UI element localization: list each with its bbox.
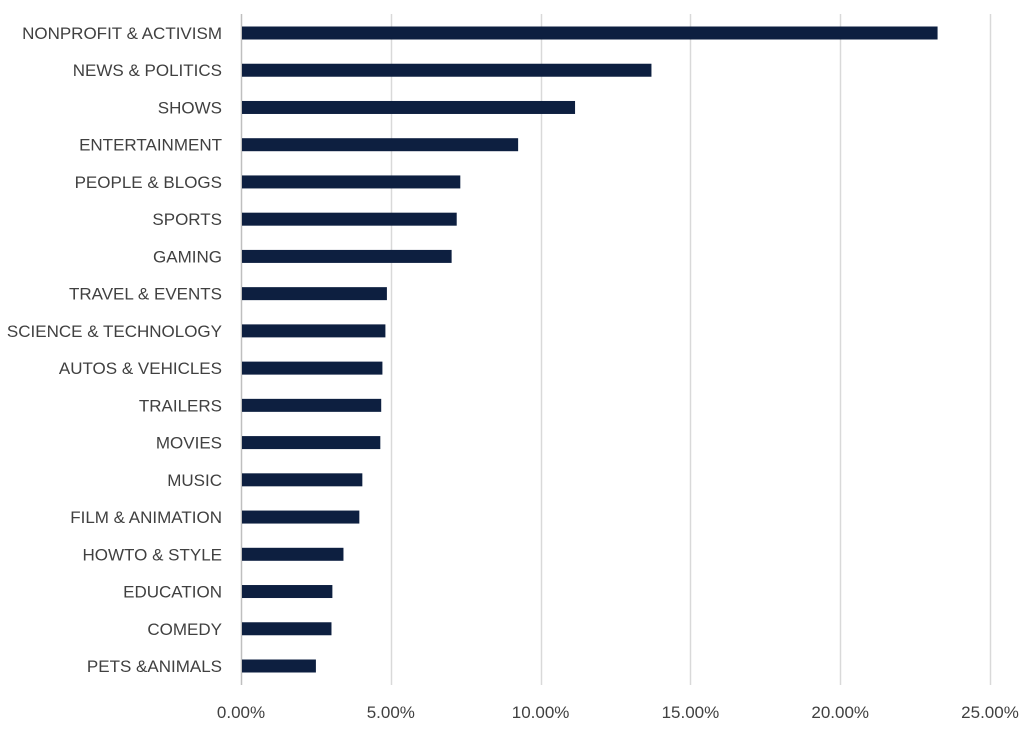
bars [242,26,938,673]
bar [242,547,344,561]
category-label: TRAVEL & EVENTS [69,285,222,304]
x-tick-label: 25.00% [961,703,1019,722]
grid-lines [240,14,992,685]
category-label: COMEDY [147,620,222,639]
bar [242,398,382,412]
bar [242,63,652,77]
x-tick-labels: 0.00% 5.00% 10.00% 15.00% 20.00% 25.00% [217,703,1019,722]
bar [242,249,452,263]
category-label: ENTERTAINMENT [79,136,222,155]
category-label: SCIENCE & TECHNOLOGY [7,322,222,341]
bar [242,622,332,636]
category-label: NONPROFIT & ACTIVISM [22,24,222,43]
category-label: PETS &ANIMALS [87,657,222,676]
category-label: NEWS & POLITICS [73,61,222,80]
x-tick-label: 15.00% [662,703,720,722]
bar [242,212,457,226]
x-tick-label: 5.00% [367,703,415,722]
category-label: MUSIC [167,471,222,490]
bar [242,473,363,487]
bar [242,436,381,450]
bar [242,287,387,301]
bar [242,361,383,375]
category-label: HOWTO & STYLE [83,545,223,564]
bar [242,510,360,524]
category-label: PEOPLE & BLOGS [75,173,222,192]
x-tick-label: 10.00% [512,703,570,722]
bar [242,26,938,40]
bar [242,138,519,152]
bar [242,324,386,338]
category-label: FILM & ANIMATION [70,508,222,527]
bar [242,659,316,673]
category-label: SHOWS [158,98,222,117]
category-label: GAMING [153,247,222,266]
category-label: TRAILERS [139,396,222,415]
x-tick-label: 0.00% [217,703,265,722]
bar [242,100,576,114]
category-label: MOVIES [156,434,222,453]
bar [242,175,461,189]
category-label: EDUCATION [123,583,222,602]
bar [242,585,333,599]
category-label: SPORTS [152,210,222,229]
category-labels: NONPROFIT & ACTIVISM NEWS & POLITICS SHOWS… [7,24,222,676]
category-label: AUTOS & VEHICLES [59,359,222,378]
x-tick-label: 20.00% [811,703,869,722]
